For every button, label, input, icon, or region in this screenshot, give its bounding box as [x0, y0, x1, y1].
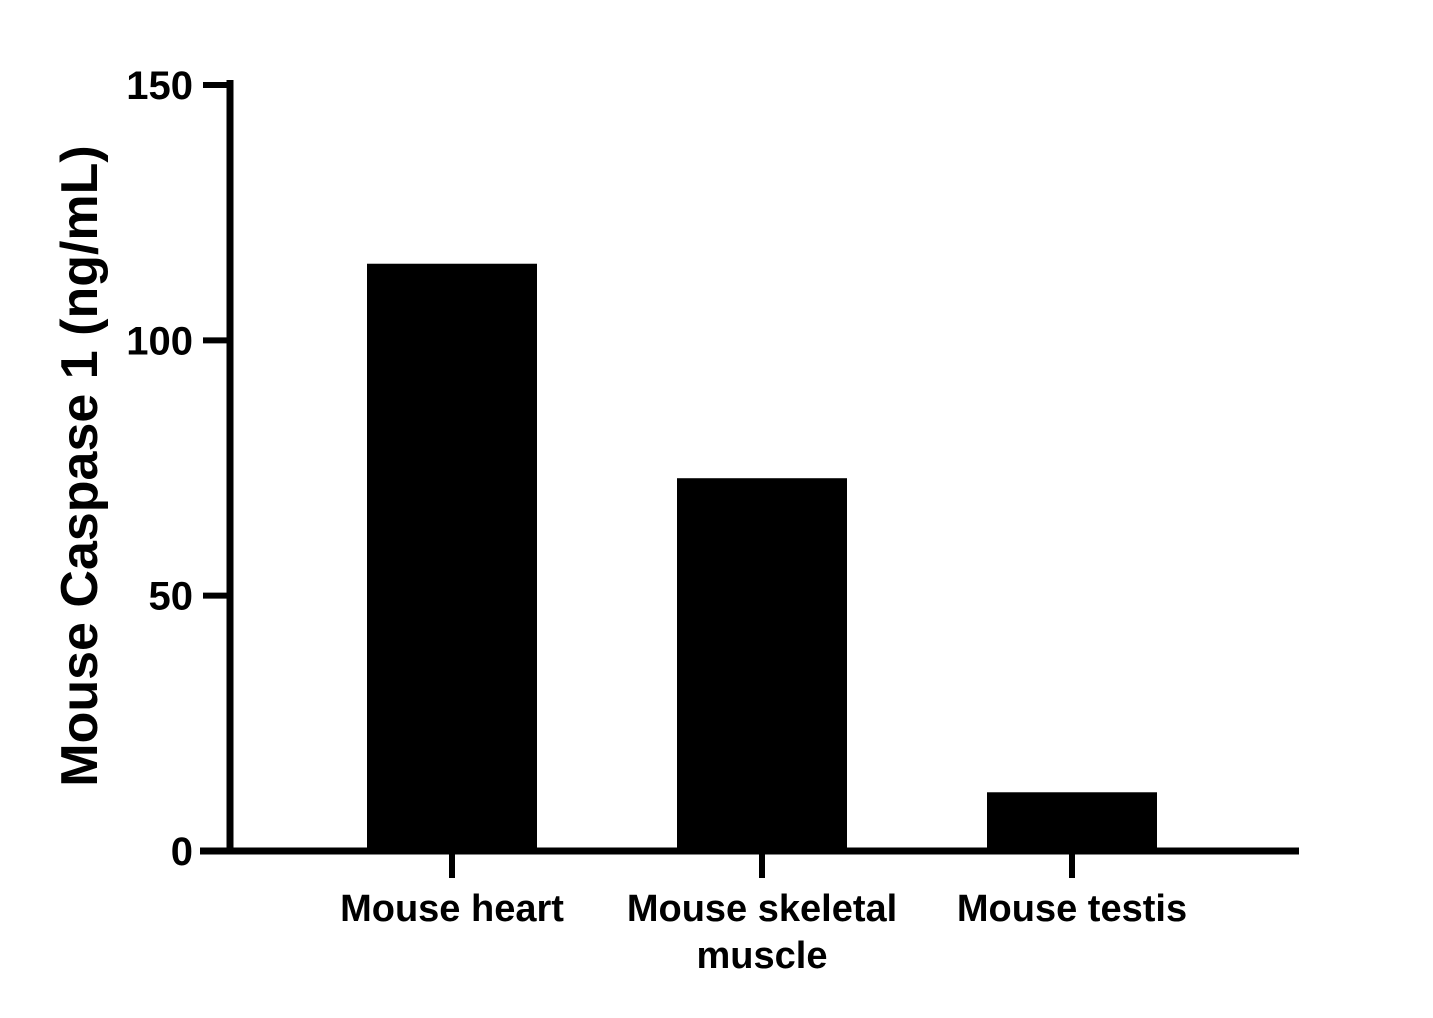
- x-category-label: Mouse skeletal muscle: [627, 888, 897, 977]
- y-ticks-group: 0 50 100 150: [126, 64, 230, 874]
- x-category-label: Mouse testis: [957, 888, 1187, 930]
- bar: [367, 263, 537, 851]
- bar: [987, 792, 1157, 851]
- x-ticks-group: Mouse heart Mouse skeletal muscle Mouse tes…: [340, 851, 1187, 977]
- x-category-label-line: Mouse skeletal: [627, 888, 897, 930]
- x-category-label-line: Mouse heart: [340, 888, 564, 930]
- y-axis-title: Mouse Caspase 1 (ng/mL): [51, 145, 109, 786]
- y-tick-label: 0: [171, 830, 193, 874]
- bars-group: [367, 263, 1157, 851]
- x-category-label-line: Mouse testis: [957, 888, 1187, 930]
- y-tick-label: 150: [126, 64, 193, 108]
- bar: [677, 478, 847, 851]
- x-category-label: Mouse heart: [340, 888, 564, 930]
- x-category-label-line: muscle: [697, 935, 828, 977]
- y-tick-label: 100: [126, 319, 193, 363]
- y-tick-label: 50: [149, 575, 194, 619]
